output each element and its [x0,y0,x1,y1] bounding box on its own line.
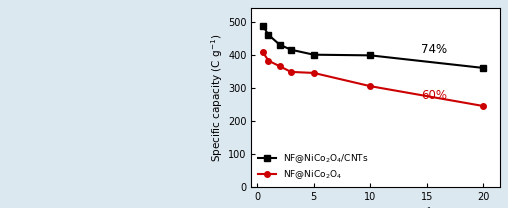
NF@NiCo$_2$O$_4$ [481,105,487,107]
Text: 60%: 60% [421,89,447,102]
Line: NF@NiCo$_2$O$_4$/CNTs: NF@NiCo$_2$O$_4$/CNTs [260,23,486,71]
NF@NiCo$_2$O$_4$/CNTs [260,24,266,27]
NF@NiCo$_2$O$_4$ [310,72,317,74]
NF@NiCo$_2$O$_4$/CNTs [265,33,271,36]
Text: 74%: 74% [421,43,448,56]
NF@NiCo$_2$O$_4$ [260,51,266,53]
NF@NiCo$_2$O$_4$/CNTs [481,67,487,69]
NF@NiCo$_2$O$_4$/CNTs [277,43,283,46]
NF@NiCo$_2$O$_4$ [367,85,373,87]
NF@NiCo$_2$O$_4$/CNTs [310,53,317,56]
Line: NF@NiCo$_2$O$_4$: NF@NiCo$_2$O$_4$ [260,49,486,109]
NF@NiCo$_2$O$_4$/CNTs [367,54,373,57]
Y-axis label: Specific capacity (C g$^{-1}$): Specific capacity (C g$^{-1}$) [209,34,226,162]
X-axis label: Current density (A g$^{-1}$): Current density (A g$^{-1}$) [315,205,436,208]
NF@NiCo$_2$O$_4$ [277,65,283,68]
NF@NiCo$_2$O$_4$ [288,71,294,73]
NF@NiCo$_2$O$_4$/CNTs [288,48,294,51]
Legend: NF@NiCo$_2$O$_4$/CNTs, NF@NiCo$_2$O$_4$: NF@NiCo$_2$O$_4$/CNTs, NF@NiCo$_2$O$_4$ [256,151,370,183]
NF@NiCo$_2$O$_4$ [265,59,271,62]
